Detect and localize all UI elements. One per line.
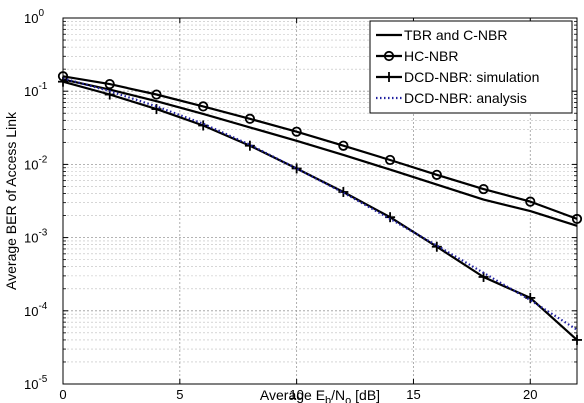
y-tick-label: 10-1	[24, 81, 48, 99]
x-axis-label-prefix: Average E	[260, 387, 325, 403]
y-tick-label: 10-5	[24, 374, 48, 392]
y-tick-label: 10-4	[24, 301, 48, 319]
x-axis-label-mid: /N	[331, 387, 345, 403]
legend-label: HC-NBR	[404, 48, 458, 64]
grid	[63, 18, 577, 384]
data-point	[151, 89, 162, 100]
series-lines	[57, 71, 583, 345]
y-tick-exponent: -2	[38, 154, 47, 165]
data-point	[385, 212, 396, 223]
x-tick-label: 0	[59, 387, 66, 402]
x-axis-label-sub1: b	[325, 395, 331, 403]
y-tick-exponent: -4	[38, 301, 47, 312]
data-point	[525, 292, 536, 303]
y-tick-label: 10-2	[24, 154, 48, 172]
series-line	[62, 75, 578, 220]
legend-label: DCD-NBR: simulation	[404, 69, 539, 85]
x-axis-label-suffix: [dB]	[351, 387, 380, 403]
x-axis: 0 5 10 15 20	[59, 18, 538, 402]
series-2	[58, 76, 582, 345]
data-point	[338, 140, 349, 151]
y-tick-base: 10	[24, 11, 38, 26]
y-tick-label: 10-3	[24, 228, 48, 246]
y-tick-base: 10	[24, 377, 38, 392]
series-0	[62, 78, 578, 227]
x-tick-label: 5	[176, 387, 183, 402]
legend-label: DCD-NBR: analysis	[404, 90, 527, 106]
data-point	[478, 271, 489, 282]
x-axis-label: Average Eb/No [dB]	[260, 387, 380, 403]
x-tick-label: 10	[289, 387, 303, 402]
data-point	[244, 113, 256, 124]
series-line	[62, 77, 578, 331]
data-point	[198, 120, 209, 131]
y-tick-exponent: -5	[38, 374, 47, 385]
y-tick-exponent: 0	[38, 8, 44, 19]
data-point	[291, 163, 302, 174]
legend-marker	[383, 50, 395, 62]
legend-box	[369, 20, 573, 114]
legend-marker	[384, 72, 394, 82]
data-point	[198, 101, 209, 112]
series-3	[62, 77, 578, 331]
y-tick-base: 10	[24, 84, 38, 99]
data-point	[431, 169, 442, 180]
data-point	[431, 241, 442, 252]
data-point	[478, 183, 489, 195]
y-axis-label: Average BER of Access Link	[3, 111, 19, 290]
y-tick-exponent: -1	[38, 81, 47, 92]
y-tick-base: 10	[24, 304, 38, 319]
plot-frame	[62, 17, 578, 385]
x-tick-label: 15	[406, 387, 420, 402]
y-tick-base: 10	[24, 157, 38, 172]
legend: TBR and C-NBR HC-NBR DCD-NBR: simulation DC…	[369, 20, 573, 114]
data-point	[384, 154, 396, 166]
y-tick-label: 100	[24, 8, 44, 26]
y-tick-base: 10	[24, 231, 38, 246]
x-tick-label: 20	[523, 387, 537, 402]
legend-label: TBR and C-NBR	[404, 27, 507, 43]
data-point	[525, 196, 536, 207]
data-point	[244, 140, 255, 151]
data-point	[291, 126, 302, 137]
series-line	[62, 78, 578, 227]
x-axis-label-sub2: o	[345, 395, 351, 403]
y-tick-exponent: -3	[38, 228, 47, 239]
data-point	[104, 79, 115, 90]
